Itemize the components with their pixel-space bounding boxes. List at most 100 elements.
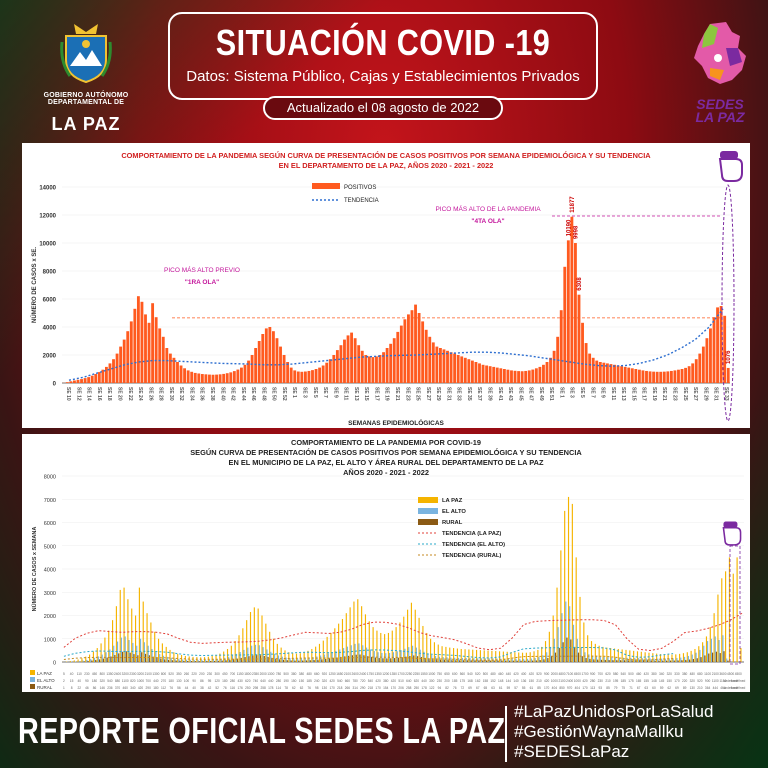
la-paz-bar [418, 617, 420, 662]
el-alto-bar [695, 652, 697, 662]
y-tick-label: 7000 [44, 498, 56, 504]
positivos-bar [559, 310, 563, 383]
rural-bar [489, 660, 491, 662]
el-alto-bar [346, 646, 349, 662]
table-cell: 404 [575, 686, 581, 690]
rural-bar [332, 658, 334, 662]
el-alto-bar [109, 649, 111, 662]
el-alto-bar [549, 646, 552, 662]
la-paz-bar [364, 614, 367, 662]
rural-bar [704, 655, 706, 662]
la-paz-bar [675, 654, 677, 662]
la-paz-bar [686, 652, 688, 662]
positivos-bar [687, 366, 691, 383]
rural-bar [336, 657, 338, 662]
rural-bar [432, 659, 434, 662]
positivos-bar [97, 372, 101, 383]
table-cell: 2 [63, 679, 65, 683]
rural-bar [371, 656, 373, 662]
x-tick-label: SE 18 [106, 387, 112, 401]
table-cell: 320 [100, 679, 106, 683]
table-cell: 200 [444, 679, 450, 683]
rural-bar [516, 660, 518, 662]
la-paz-bar [709, 627, 711, 662]
table-cell: 2300 [129, 672, 136, 676]
el-alto-bar [584, 652, 586, 662]
municipality-chart-panel: COMPORTAMIENTO DE LA PANDEMIA POR COVID-… [22, 434, 750, 692]
la-paz-bar [529, 652, 531, 662]
table-cell: 86 [93, 686, 97, 690]
el-alto-bar [350, 645, 352, 662]
la-paz-bar [725, 571, 727, 662]
positivos-bar [506, 369, 510, 383]
positivos-bar [655, 371, 659, 383]
rural-bar [497, 660, 499, 662]
el-alto-bar [538, 657, 540, 662]
el-alto-bar [546, 652, 548, 662]
positivos-bar [669, 370, 673, 383]
table-cell: 2000 [551, 672, 558, 676]
positivos-bar [385, 348, 389, 383]
rural-bar [570, 639, 572, 662]
table-cell: 61 [499, 686, 503, 690]
table-cell: 350 [176, 672, 182, 676]
table-cell: 8 [71, 686, 73, 690]
table-cell: 2400 [566, 679, 573, 683]
table-cell: 620 [605, 672, 611, 676]
el-alto-bar [128, 639, 130, 662]
positivos-bar [90, 375, 94, 383]
table-cell: 145 [659, 679, 665, 683]
peak-value-label: 10190 [566, 219, 572, 236]
positivos-bar [343, 339, 346, 383]
positivos-bar [520, 371, 524, 383]
positivos-bar [208, 374, 211, 383]
rural-bar [539, 660, 541, 662]
el-alto-bar [526, 658, 529, 662]
x-tick-label: SE 23 [404, 387, 410, 401]
el-alto-bar [201, 660, 203, 662]
table-cell: 920 [322, 672, 328, 676]
positivos-bar [407, 314, 410, 383]
el-alto-bar [312, 657, 314, 662]
rural-bar [382, 658, 384, 662]
x-tick-label: SE 3 [569, 387, 575, 398]
table-cell: 620 [414, 679, 420, 683]
rural-bar [386, 658, 388, 662]
table-cell: 820 [130, 679, 136, 683]
table-cell: 113 [590, 686, 595, 690]
rural-bar [658, 660, 660, 662]
el-alto-bar [377, 652, 379, 662]
table-cell: 2250 [413, 672, 420, 676]
table-cell: 136 [521, 679, 527, 683]
y-tick-label: 12000 [39, 214, 56, 220]
la-paz-bar [602, 646, 604, 662]
la-paz-bar [276, 643, 278, 662]
table-cell: 970 [567, 686, 573, 690]
table-cell: 640 [406, 679, 412, 683]
table-cell: undefined [731, 686, 745, 690]
positivos-bar [389, 343, 393, 383]
table-cell: 404 [552, 686, 558, 690]
rural-bar [639, 660, 641, 662]
el-alto-bar [166, 656, 168, 662]
rural-bar [646, 660, 649, 662]
el-alto-bar [542, 655, 544, 662]
la-paz-bar [376, 630, 378, 662]
table-cell: 63 [645, 686, 649, 690]
table-cell: 1 [63, 686, 65, 690]
positivos-bar [531, 369, 535, 383]
rural-bar [631, 660, 633, 662]
table-cell: 440 [153, 679, 159, 683]
table-cell: 300 [429, 679, 435, 683]
table-cell: 180 [92, 679, 98, 683]
rural-bar [206, 661, 208, 662]
positivos-bar [424, 329, 428, 383]
x-tick-label: SE 23 [671, 387, 677, 401]
la-paz-bar [456, 648, 458, 662]
la-paz-bar [338, 623, 340, 662]
rural-bar [355, 654, 357, 662]
la-paz-bar [575, 557, 577, 662]
y-tick-label: 0 [53, 661, 56, 667]
la-paz-bar [617, 648, 619, 662]
el-alto-bar [634, 658, 636, 662]
